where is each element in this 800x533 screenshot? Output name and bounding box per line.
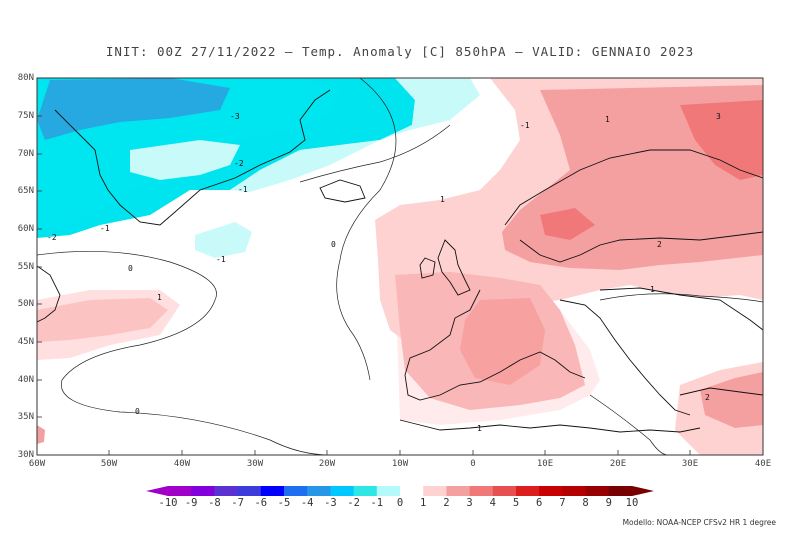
colorbar-label: -1 <box>370 497 384 509</box>
colorbar-label: -9 <box>184 497 198 509</box>
colorbar-label: 10 <box>625 497 639 509</box>
contour-label: -1 <box>520 121 530 130</box>
lat-label: 70N <box>17 149 34 159</box>
colorbar <box>146 486 654 496</box>
colorbar-swatch <box>168 486 192 496</box>
colorbar-swatch <box>446 486 471 496</box>
colorbar-swatch <box>353 486 378 496</box>
contour-label: -3 <box>230 112 240 121</box>
colorbar-swatch <box>423 486 447 496</box>
contour-label: 0 <box>331 240 336 249</box>
colorbar-label: -10 <box>158 497 178 509</box>
colorbar-label: 8 <box>582 497 589 509</box>
lat-label: 60N <box>17 224 34 234</box>
contour-label: 0 <box>128 264 133 273</box>
lat-label: 45N <box>17 337 34 347</box>
contour-labels: -3 -2 -1 -2 -1 -1 0 0 0 1 1 1 2 3 1 2 1 … <box>47 112 721 433</box>
colorbar-swatch <box>330 486 355 496</box>
colorbar-label: -2 <box>347 497 360 509</box>
contour-label: -1 <box>216 255 226 264</box>
colorbar-min-arrow <box>146 486 168 496</box>
lon-label: 30W <box>246 459 264 469</box>
contour-label: -1 <box>100 224 110 233</box>
lat-label: 80N <box>17 73 34 83</box>
greenland-coast <box>54 89 331 226</box>
british-isles <box>437 239 471 296</box>
colorbar-swatch <box>237 486 262 496</box>
lon-label: 20W <box>318 459 336 469</box>
lat-label: 30N <box>17 450 34 460</box>
lon-label: 0 <box>470 459 476 469</box>
lon-label: 50W <box>100 459 118 469</box>
lon-label: 10E <box>536 459 554 469</box>
colorbar-swatch <box>376 486 401 496</box>
colorbar-max-arrow <box>632 486 654 496</box>
colorbar-label: 3 <box>466 497 473 509</box>
colorbar-label: -4 <box>300 497 314 509</box>
contour-label: 2 <box>657 240 662 249</box>
model-credit: Modello: NOAA-NCEP CFSv2 HR 1 degree <box>622 518 776 527</box>
contour-label: 1 <box>650 285 655 294</box>
colorbar-swatch <box>284 486 308 496</box>
colorbar-label: 9 <box>605 497 612 509</box>
colorbar-swatch <box>307 486 331 496</box>
colorbar-swatch <box>469 486 494 496</box>
colorbar-label: -3 <box>324 497 337 509</box>
contour-label: 1 <box>605 115 610 124</box>
colorbar-swatch <box>516 486 540 496</box>
lat-label: 65N <box>17 186 34 196</box>
lat-label: 50N <box>17 299 34 309</box>
colorbar-swatch <box>214 486 239 496</box>
colorbar-label: 1 <box>420 497 427 509</box>
contour-label: 0 <box>135 407 140 416</box>
lat-label: 55N <box>17 262 34 272</box>
lat-label: 35N <box>17 412 34 422</box>
colorbar-swatch <box>539 486 563 496</box>
colorbar-label: -5 <box>277 497 291 509</box>
lat-label: 75N <box>17 111 34 121</box>
colorbar-swatch <box>400 486 424 496</box>
colorbar-label: 6 <box>536 497 543 509</box>
europe-west-coast <box>404 289 586 401</box>
lat-label: 40N <box>17 375 34 385</box>
colorbar-swatch <box>260 486 285 496</box>
scandinavia-coast <box>504 149 763 226</box>
contour-label: -2 <box>234 159 244 168</box>
colorbar-swatch <box>608 486 633 496</box>
colorbar-swatch <box>562 486 587 496</box>
contour-label: -2 <box>47 233 57 242</box>
colorbar-label: -8 <box>208 497 221 509</box>
contour-label: 1 <box>440 195 445 204</box>
lon-label: 60W <box>28 459 46 469</box>
colorbar-label: 0 <box>396 497 404 509</box>
colorbar-label: -7 <box>231 497 244 509</box>
colorbar-swatch <box>585 486 610 496</box>
map-title: INIT: 00Z 27/11/2022 – Temp. Anomaly [C]… <box>105 44 695 59</box>
colorbar-label: 5 <box>512 497 520 509</box>
lon-label: 30E <box>681 459 699 469</box>
contour-label: 1 <box>477 424 482 433</box>
colorbar-label: 2 <box>443 497 450 509</box>
contour-label: 3 <box>716 112 721 121</box>
contour-label: 1 <box>157 293 162 302</box>
colorbar-swatch <box>191 486 215 496</box>
lon-label: 40W <box>173 459 191 469</box>
lon-label: 20E <box>609 459 627 469</box>
colorbar-label: -6 <box>254 497 268 509</box>
contour-label: 2 <box>705 393 710 402</box>
colorbar-label: 7 <box>559 497 566 509</box>
colorbar-swatch <box>492 486 517 496</box>
lon-label: 40E <box>754 459 772 469</box>
contour-label: -1 <box>238 185 248 194</box>
lon-label: 10W <box>391 459 409 469</box>
colorbar-label: 4 <box>489 497 496 509</box>
